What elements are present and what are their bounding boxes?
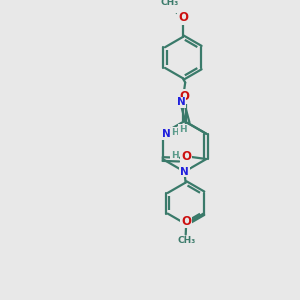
Text: N: N bbox=[180, 167, 189, 177]
Text: O: O bbox=[178, 11, 188, 24]
Text: O: O bbox=[181, 153, 190, 166]
Text: H: H bbox=[179, 125, 186, 134]
Text: N: N bbox=[162, 129, 170, 139]
Text: O: O bbox=[181, 150, 191, 163]
Text: N: N bbox=[176, 98, 185, 107]
Text: H: H bbox=[171, 128, 179, 137]
Text: CH₃: CH₃ bbox=[177, 236, 195, 245]
Text: CH₃: CH₃ bbox=[160, 0, 178, 7]
Text: O: O bbox=[181, 214, 191, 227]
Text: H: H bbox=[171, 151, 178, 160]
Text: O: O bbox=[179, 90, 190, 103]
